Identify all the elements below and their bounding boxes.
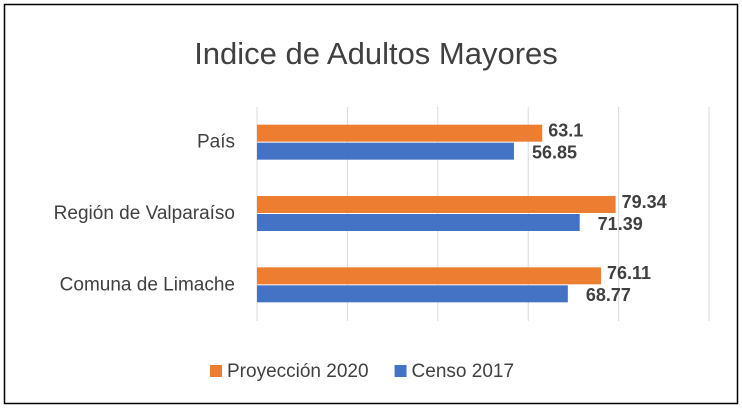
bar [257,285,568,303]
data-label: 56.85 [532,142,577,162]
y-tick-label: Región de Valparaíso [54,203,235,224]
bar [257,196,616,213]
legend-swatch [210,365,222,377]
data-label: 76.11 [607,263,651,283]
data-label: 68.77 [586,285,631,305]
bar [257,124,543,142]
legend-label: Censo 2017 [412,361,514,382]
data-label: 63.1 [548,120,583,140]
bar [257,214,580,231]
chart-title: Indice de Adultos Mayores [194,36,558,71]
data-label: 79.34 [622,192,667,212]
legend-swatch [394,365,407,377]
data-label: 71.39 [598,214,643,234]
y-tick-label: Comuna de Limache [60,274,235,295]
y-tick-label: País [197,132,235,153]
bar [257,142,514,160]
legend-label: Proyección 2020 [227,361,369,382]
bar [257,267,602,285]
